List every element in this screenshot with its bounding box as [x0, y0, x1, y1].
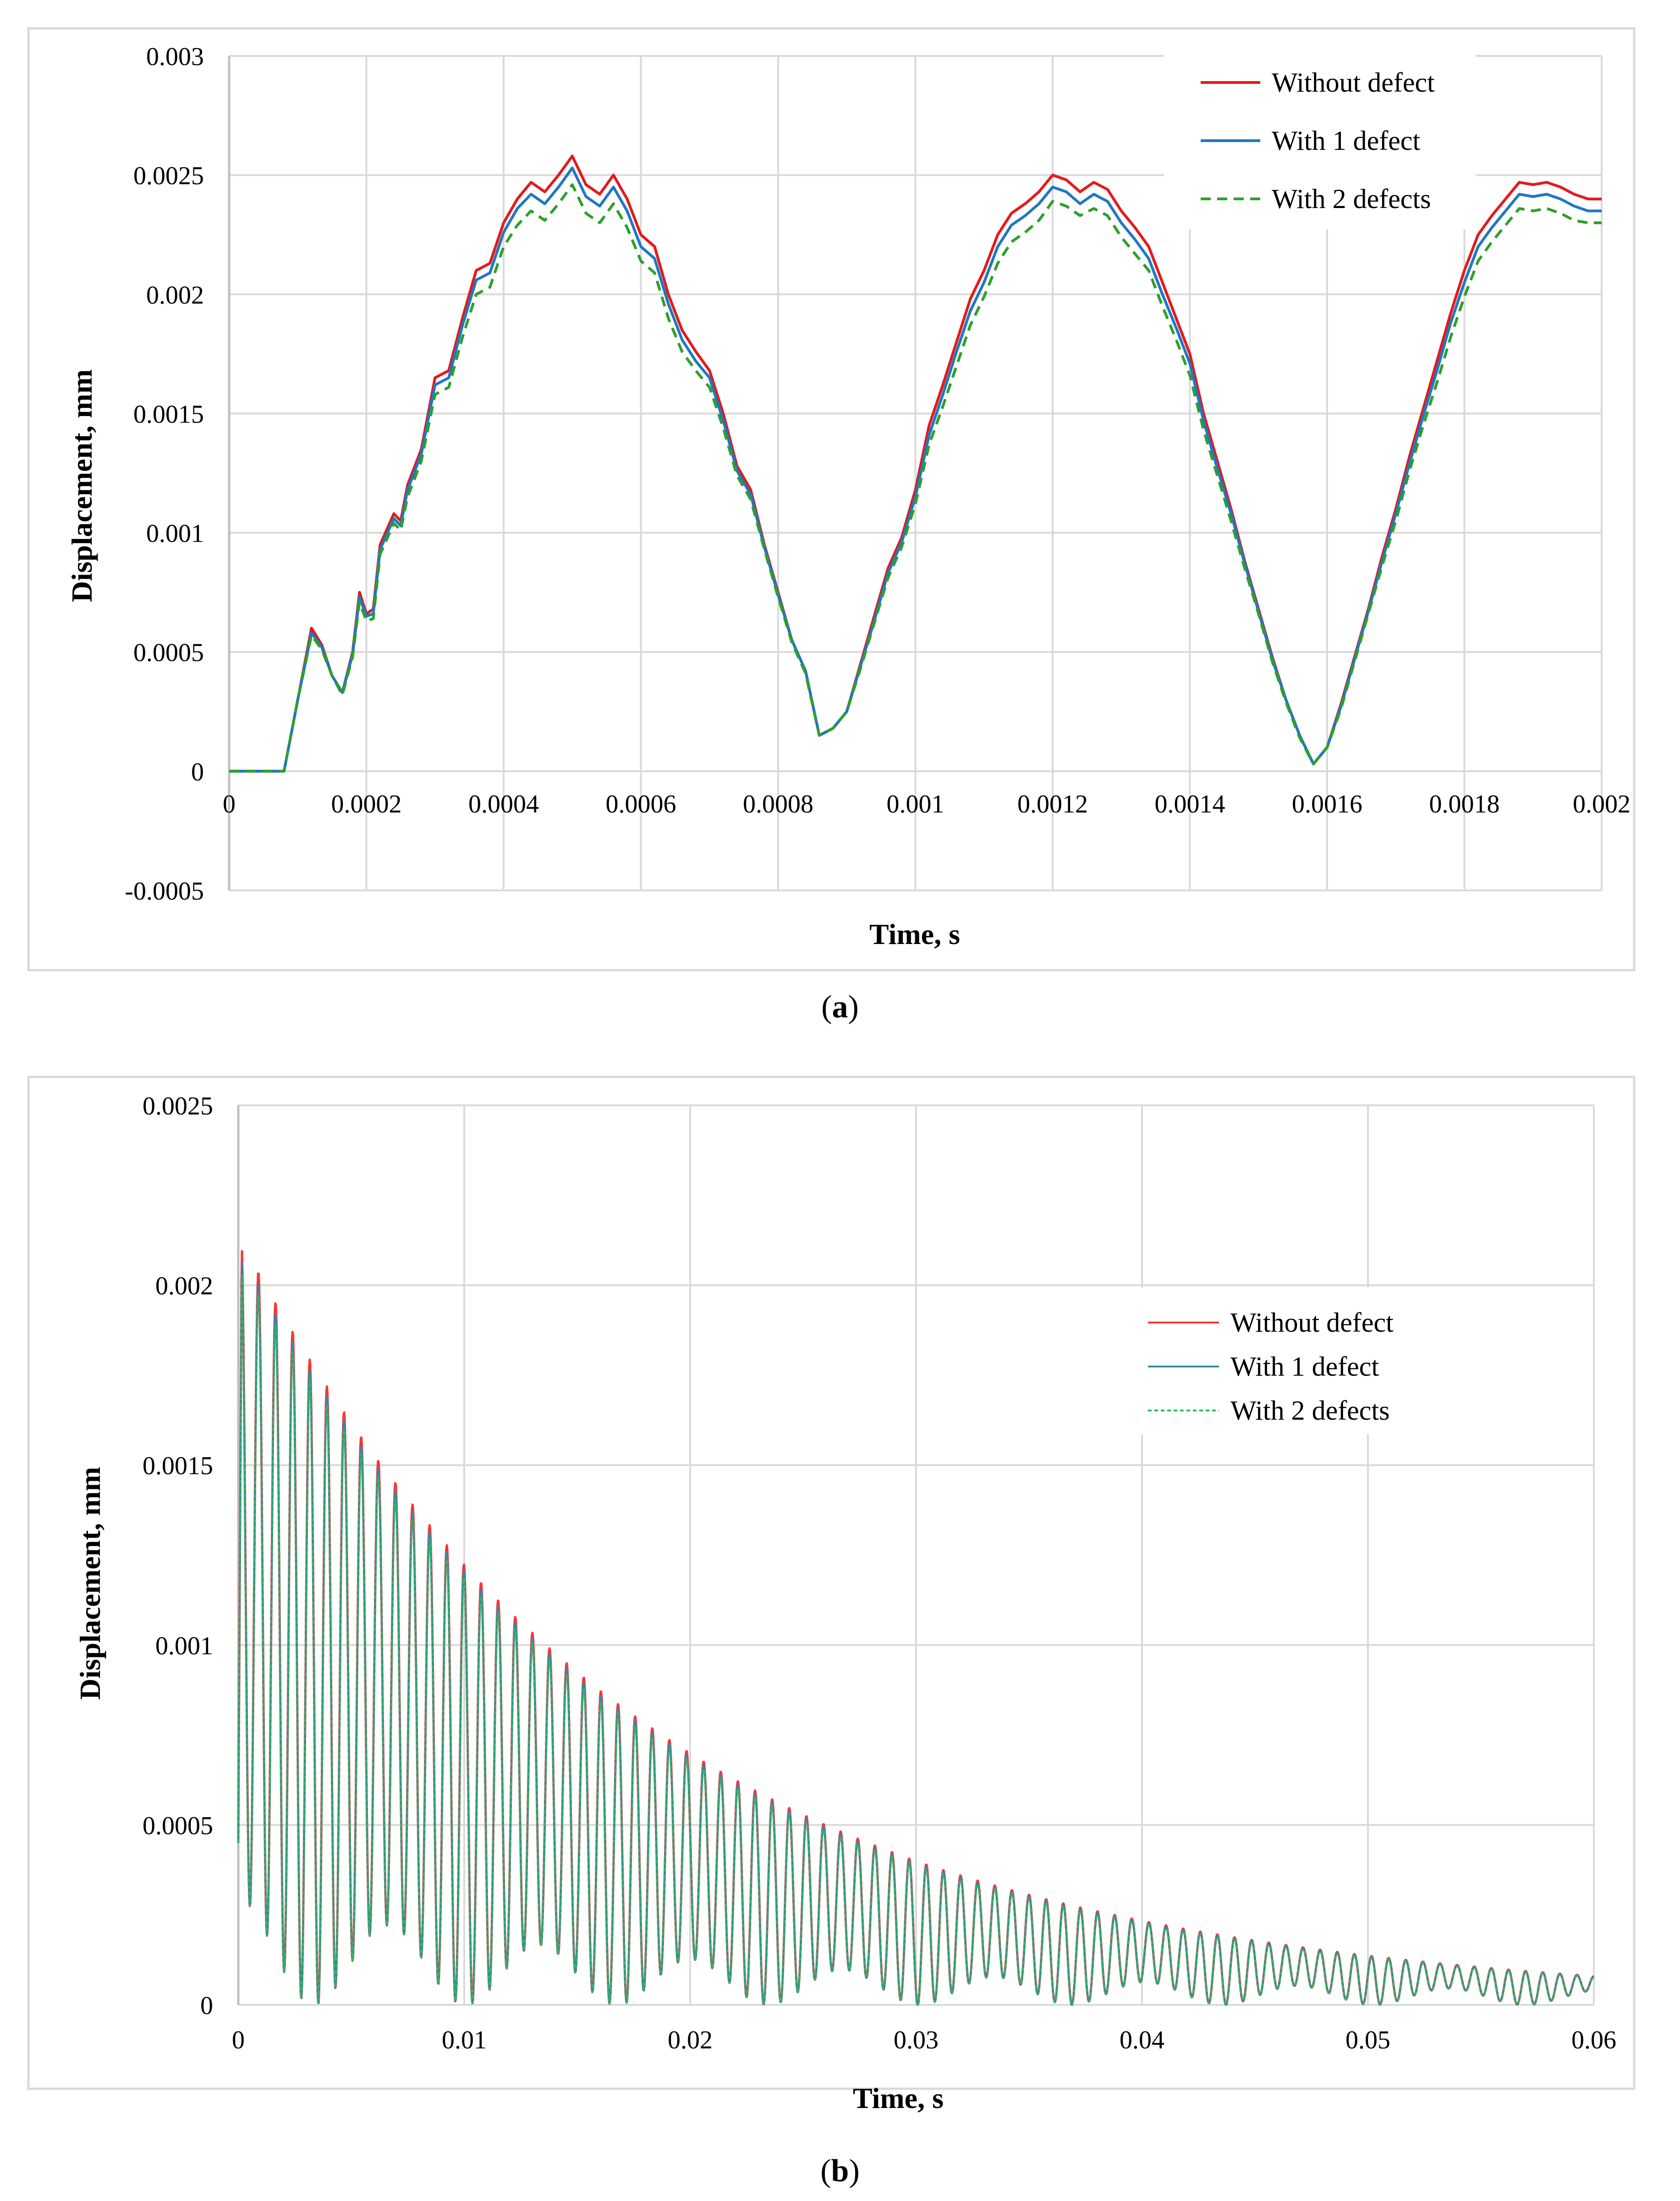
panel-a-x-tick-label: 0.0012 [1017, 790, 1088, 818]
panel-a-x-tick-label: 0.0002 [331, 790, 402, 818]
panel-b-y-tick-label: 0.002 [155, 1272, 213, 1301]
panel-a-x-axis-title: Time, s [869, 918, 960, 950]
panel-a-x-tick-label: 0 [223, 790, 236, 818]
panel-a-caption-letter: a [832, 989, 848, 1025]
panel-a-x-tick-label: 0.0008 [743, 790, 813, 818]
legend-label-without-defect: Without defect [1230, 1307, 1394, 1338]
panel-a-x-tick-label: 0.0004 [468, 790, 539, 818]
panel-a-x-tick-label: 0.0014 [1155, 790, 1225, 818]
panel-b-x-tick-label: 0.03 [894, 2026, 939, 2054]
panel-a-chart: -0.0005 0 0.0005 0.001 0.0015 0.002 0.0025 0.00… [66, 43, 1631, 950]
panel-b-gridlines [238, 1104, 1595, 2006]
panel-b-y-axis-title: Displacement, mm [74, 1467, 106, 1700]
panel-a-y-tick-label: -0.0005 [125, 877, 204, 906]
panel-a-y-tick-label: 0 [191, 758, 204, 786]
series-with-2-defects-line [229, 183, 1602, 773]
panel-a-y-tick-label: 0.001 [146, 520, 204, 548]
series-with-2-defects-line [237, 1273, 1594, 2006]
panel-a-y-tick-labels: -0.0005 0 0.0005 0.001 0.0015 0.002 0.0025 0.00… [125, 43, 204, 906]
panel-a-y-axis-title: Displacement, mm [66, 369, 98, 602]
panel-b-y-tick-labels: 0 0.0005 0.001 0.0015 0.002 0.0025 [143, 1092, 213, 2020]
panel-b-x-tick-label: 0.04 [1120, 2026, 1164, 2054]
panel-a-y-tick-label: 0.002 [146, 281, 204, 309]
legend-label-with-2-defects: With 2 defects [1272, 184, 1431, 214]
panel-b-y-tick-label: 0.001 [155, 1632, 213, 1660]
panel-a-x-tick-label: 0.001 [887, 790, 944, 818]
panel-b-x-tick-label: 0.01 [442, 2026, 487, 2054]
legend-label-with-1-defect: With 1 defect [1272, 126, 1420, 156]
panel-b-caption: (b) [820, 2153, 860, 2189]
panel-a-x-tick-labels: 0 0.0002 0.0004 0.0006 0.0008 0.001 0.0012 0.00… [223, 790, 1631, 818]
panel-a-legend: Without defect With 1 defect With 2 defect… [1164, 50, 1476, 229]
legend-label-with-1-defect: With 1 defect [1230, 1351, 1379, 1382]
panel-a-x-tick-label: 0.0018 [1429, 790, 1500, 818]
panel-a-y-tick-label: 0.0025 [133, 162, 204, 190]
panel-b-x-tick-label: 0 [232, 2026, 245, 2054]
panel-b-series [237, 1250, 1595, 2006]
panel-b-frame [27, 1076, 1636, 2090]
panel-b-x-tick-label: 0.06 [1571, 2026, 1616, 2054]
panel-b-y-tick-label: 0.0005 [143, 1811, 213, 1840]
panel-b-x-tick-label: 0.05 [1345, 2026, 1390, 2054]
panel-b-y-tick-label: 0 [200, 1992, 213, 2020]
panel-a-caption: (a) [821, 989, 859, 1025]
panel-b-x-axis-title: Time, s [853, 2082, 944, 2114]
legend-label-with-2-defects: With 2 defects [1230, 1395, 1389, 1426]
panel-a-y-tick-label: 0.003 [146, 43, 204, 71]
panel-b-y-tick-label: 0.0025 [143, 1092, 213, 1120]
panel-a-y-tick-label: 0.0005 [133, 639, 204, 667]
panel-a-x-tick-label: 0.0016 [1292, 790, 1362, 818]
panel-b-x-tick-labels: 0 0.01 0.02 0.03 0.04 0.05 0.06 [232, 2026, 1616, 2054]
panel-b-caption-letter: b [831, 2153, 849, 2189]
panel-b-x-tick-label: 0.02 [668, 2026, 713, 2054]
panel-a-x-tick-label: 0.002 [1573, 790, 1631, 818]
panel-b-legend: Without defect With 1 defect With 2 defect… [1132, 1288, 1471, 1434]
panel-a-x-tick-label: 0.0006 [606, 790, 676, 818]
legend-label-without-defect: Without defect [1272, 67, 1435, 98]
panel-b-y-tick-label: 0.0015 [143, 1452, 213, 1480]
panel-a-series [229, 154, 1602, 773]
panel-a-y-tick-label: 0.0015 [133, 400, 204, 428]
